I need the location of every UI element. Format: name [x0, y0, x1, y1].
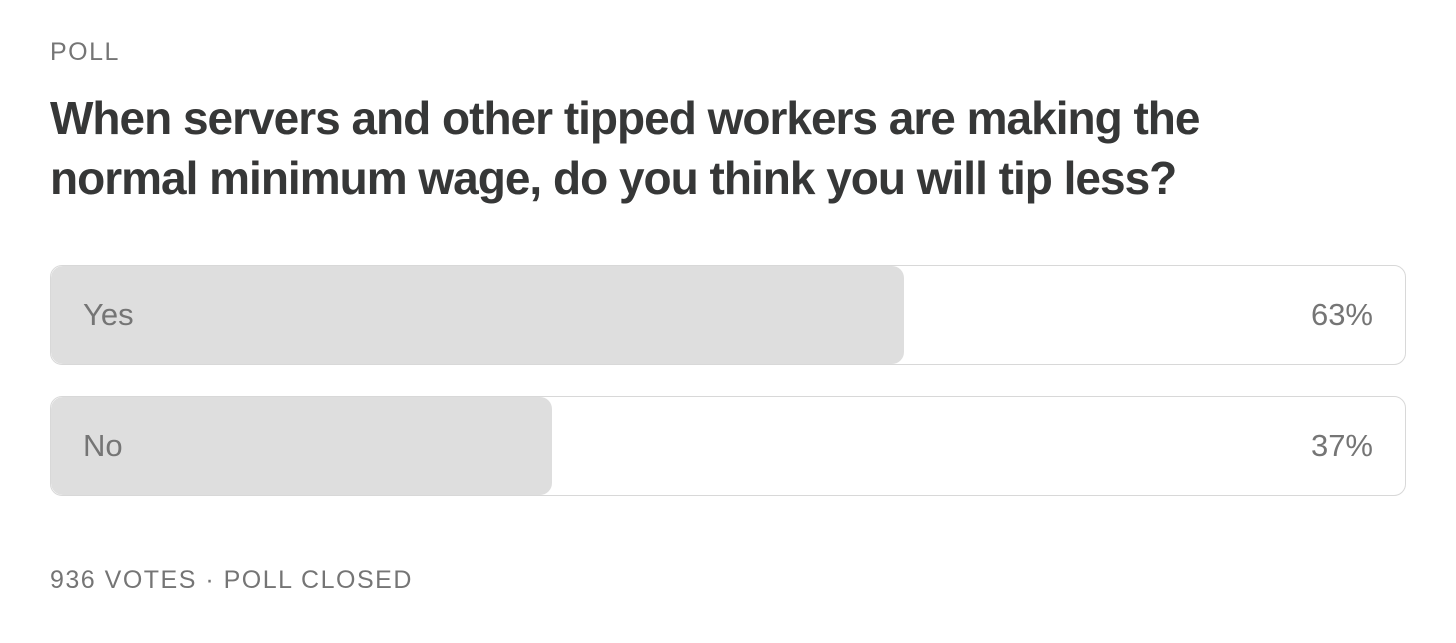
result-bar	[51, 266, 905, 364]
poll-footer: 936 VOTES · POLL CLOSED	[50, 566, 413, 594]
option-label: Yes	[83, 297, 134, 332]
option-percent: 63%	[1310, 297, 1373, 332]
result-bar	[51, 397, 552, 495]
poll-option: No 37%	[50, 396, 1406, 496]
poll-option: Yes 63%	[50, 265, 1406, 365]
option-percent: 37%	[1310, 428, 1373, 463]
poll-label: POLL	[50, 38, 120, 66]
option-label: No	[83, 428, 123, 463]
poll-question: When servers and other tipped workers ar…	[50, 92, 1200, 204]
